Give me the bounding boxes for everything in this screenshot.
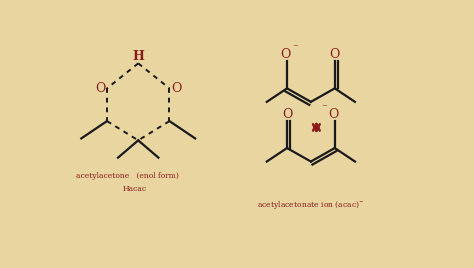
Text: O: O: [282, 108, 292, 121]
Text: O: O: [329, 48, 340, 61]
Text: acetylacetonate ion (acac)$^{-}$: acetylacetonate ion (acac)$^{-}$: [257, 199, 365, 211]
Text: O: O: [280, 48, 291, 61]
Text: H: H: [132, 50, 144, 63]
Text: acetylacetone   (enol form): acetylacetone (enol form): [76, 172, 179, 180]
Text: ⁻: ⁻: [321, 103, 328, 113]
Text: ⁻: ⁻: [292, 44, 298, 54]
Text: O: O: [171, 82, 181, 95]
Text: O: O: [328, 108, 338, 121]
Text: O: O: [95, 82, 106, 95]
Text: Hacac: Hacac: [122, 185, 146, 193]
